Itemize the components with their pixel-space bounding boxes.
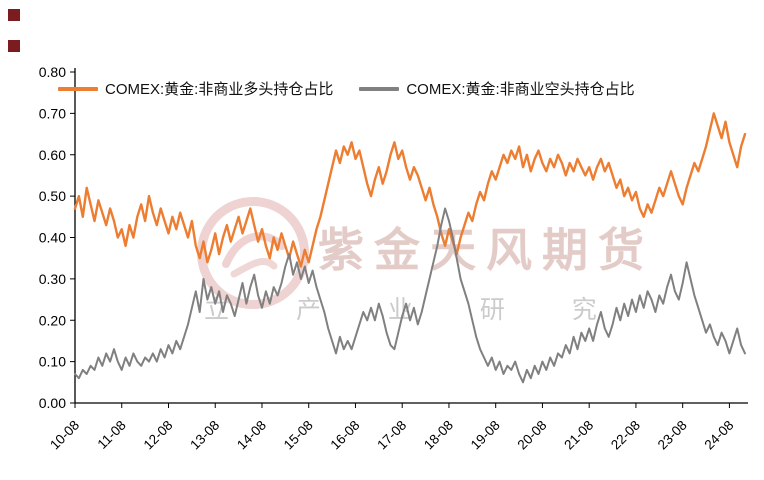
svg-text:0.50: 0.50 (39, 188, 66, 204)
svg-text:0.70: 0.70 (39, 105, 66, 121)
svg-text:23-08: 23-08 (655, 418, 690, 453)
svg-text:15-08: 15-08 (281, 418, 316, 453)
svg-text:0.40: 0.40 (39, 230, 66, 246)
svg-text:0.00: 0.00 (39, 395, 66, 411)
corner-marker-top (8, 9, 20, 21)
svg-text:22-08: 22-08 (608, 418, 643, 453)
svg-text:17-08: 17-08 (374, 418, 409, 453)
svg-text:19-08: 19-08 (468, 418, 503, 453)
svg-text:13-08: 13-08 (187, 418, 222, 453)
svg-text:14-08: 14-08 (234, 418, 269, 453)
svg-text:16-08: 16-08 (328, 418, 363, 453)
svg-text:11-08: 11-08 (95, 418, 129, 452)
legend-item-short: COMEX:黄金:非商业空头持仓占比 (359, 78, 635, 99)
svg-text:18-08: 18-08 (421, 418, 456, 453)
svg-text:21-08: 21-08 (561, 418, 596, 453)
svg-text:0.80: 0.80 (39, 64, 66, 80)
svg-text:0.30: 0.30 (39, 271, 66, 287)
corner-marker-bottom (8, 40, 20, 52)
svg-text:0.20: 0.20 (39, 312, 66, 328)
legend: COMEX:黄金:非商业多头持仓占比 COMEX:黄金:非商业空头持仓占比 (58, 78, 635, 99)
svg-text:0.60: 0.60 (39, 147, 66, 163)
svg-text:12-08: 12-08 (141, 418, 176, 453)
svg-text:10-08: 10-08 (47, 418, 82, 453)
legend-label: COMEX:黄金:非商业空头持仓占比 (406, 81, 635, 98)
svg-text:20-08: 20-08 (515, 418, 550, 453)
svg-text:0.10: 0.10 (39, 354, 66, 370)
legend-item-long: COMEX:黄金:非商业多头持仓占比 (58, 78, 333, 99)
legend-line-swatch (359, 86, 400, 91)
legend-label: COMEX:黄金:非商业多头持仓占比 (105, 81, 334, 98)
svg-text:24-08: 24-08 (702, 418, 737, 453)
legend-line-swatch (58, 86, 98, 91)
